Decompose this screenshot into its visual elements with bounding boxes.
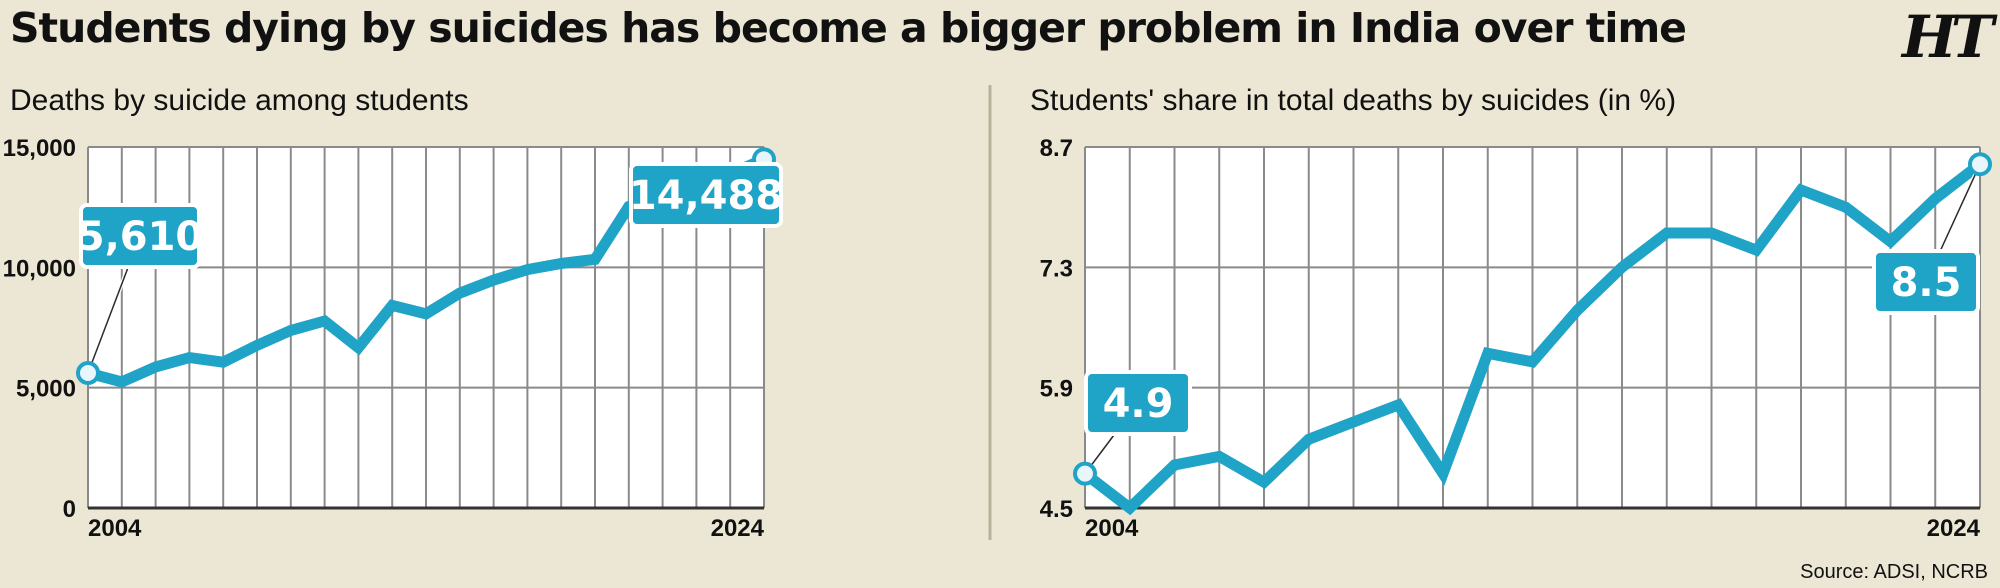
data-point [290,329,292,331]
callout-label: 4.9 [1103,381,1174,427]
chart-panel-student-deaths: Deaths by suicide among students 0 5,000 1… [3,84,784,542]
data-point [1263,481,1265,483]
data-point [594,258,596,260]
callout-label: 14,488 [629,173,783,219]
chart-panel-student-share: Students' share in total deaths by suici… [1030,84,1992,542]
data-point [1934,198,1936,200]
x-tick-label: 2024 [1927,515,1981,542]
y-tick-label: 15,000 [3,135,76,162]
y-tick-label: 0 [63,496,76,523]
page-title: Students dying by suicides has become a … [10,4,1687,52]
data-point [391,304,393,306]
x-tick-label: 2004 [88,515,142,542]
data-point [1532,361,1534,363]
y-tick-label: 8.7 [1040,135,1073,162]
chart-title: Deaths by suicide among students [10,84,469,117]
data-point [1800,189,1802,191]
y-tick-label: 5,000 [16,376,76,403]
data-point [425,313,427,315]
y-tick-labels: 0 5,000 10,000 15,000 [3,135,76,523]
data-point [1308,438,1310,440]
data-point [256,344,258,346]
data-point [1890,241,1892,243]
y-tick-label: 7.3 [1040,255,1073,282]
data-point [222,361,224,363]
callouts: 4.9 8.5 [1073,152,1992,486]
data-point [459,292,461,294]
data-point [1487,352,1489,354]
data-point [155,366,157,368]
x-tick-labels: 2004 2024 [88,515,765,542]
callouts: 5,610 14,488 [76,147,783,385]
source-note: Source: ADSI, NCRB [1800,561,1988,583]
callout-box [79,203,201,269]
data-point [1218,455,1220,457]
data-point [560,263,562,265]
data-point [1397,404,1399,406]
data-point [1353,421,1355,423]
data-point [1621,266,1623,268]
y-tick-label: 5.9 [1040,376,1073,403]
callout-box [1872,249,1980,315]
callout-label: 8.5 [1891,260,1962,306]
data-point [1845,206,1847,208]
data-point [188,357,190,359]
grid-lines [1084,146,1981,510]
callout-box [629,162,783,228]
y-tick-label: 10,000 [3,255,76,282]
data-point [357,347,359,349]
series-line [1081,159,1984,516]
x-tick-label: 2004 [1085,515,1139,542]
data-point [121,381,123,383]
data-point [1576,309,1578,311]
endpoint-marker [76,360,100,385]
x-tick-labels: 2004 2024 [1085,515,1981,542]
callout-box [1084,370,1192,436]
endpoint-marker [1968,152,1992,177]
endpoint-marker [1073,461,1097,486]
data-point [1755,249,1757,251]
data-point [526,269,528,271]
ht-logo: HT [1902,3,1994,71]
data-point [1129,507,1131,509]
data-point [493,279,495,281]
data-series [1081,159,1984,516]
y-tick-labels: 4.5 5.9 7.3 8.7 [1040,135,1073,523]
data-point [1442,473,1444,475]
callout-label: 5,610 [77,214,204,260]
data-point [1174,464,1176,466]
data-point [1666,232,1668,234]
x-tick-label: 2024 [711,515,765,542]
data-point [1711,232,1713,234]
y-tick-label: 4.5 [1040,496,1073,523]
data-point [324,320,326,322]
chart-title: Students' share in total deaths by suici… [1030,84,1676,117]
